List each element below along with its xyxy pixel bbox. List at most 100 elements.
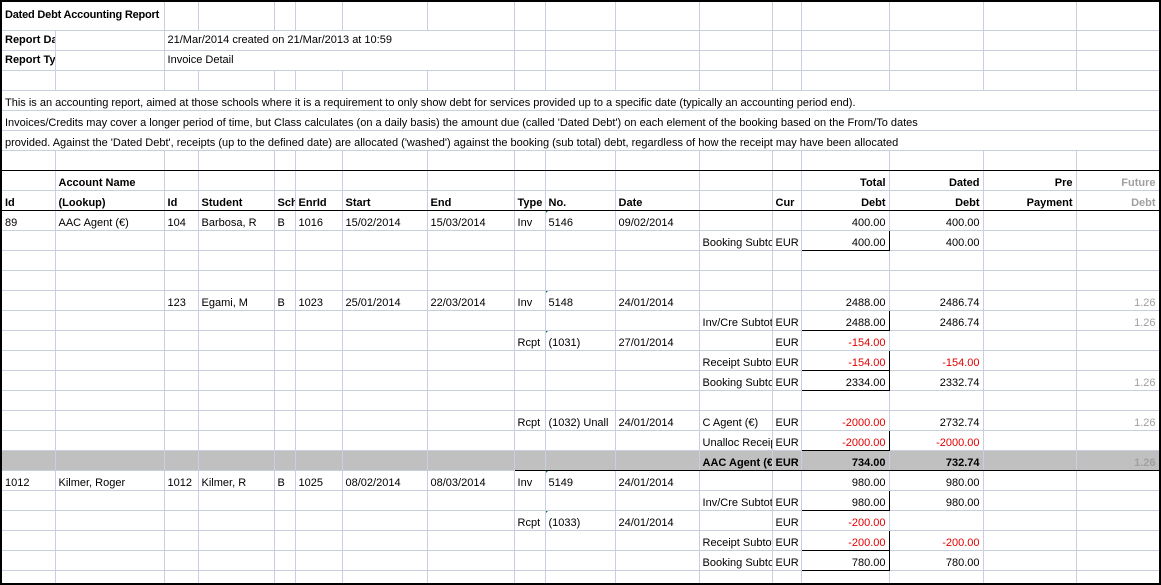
cell-enrid bbox=[295, 490, 343, 511]
column-header-sch bbox=[274, 170, 296, 191]
cell-cur-text: EUR bbox=[775, 436, 799, 449]
blank-cell bbox=[164, 150, 199, 171]
blank-cell bbox=[772, 70, 802, 91]
blank-cell bbox=[772, 2, 802, 31]
cell-type-text: Inv bbox=[517, 296, 533, 309]
cell-account-name-text: Kilmer, Roger bbox=[58, 476, 126, 489]
cell-account-name bbox=[55, 370, 165, 391]
cell-start: 15/02/2014 bbox=[342, 210, 428, 231]
cell-pre-payment bbox=[983, 210, 1077, 231]
column-header-account-name-text: Account Name bbox=[58, 176, 136, 189]
cell-future-debt: 1.26 bbox=[1076, 410, 1159, 431]
cell-account-id bbox=[2, 490, 56, 511]
blank-cell bbox=[699, 70, 773, 91]
cell-dated-debt: 980.00 bbox=[889, 490, 984, 511]
cell-student bbox=[198, 270, 275, 291]
blank-cell bbox=[514, 50, 546, 71]
cell-total-debt: 2488.00 bbox=[800, 309, 890, 331]
cell-extra: Receipt Subtotal bbox=[699, 350, 773, 371]
cell-sch bbox=[274, 570, 296, 583]
cell-dated-debt-text: 2486.74 bbox=[939, 316, 980, 329]
blank-cell bbox=[427, 70, 515, 91]
column-header-account-id: Id bbox=[2, 190, 56, 211]
cell-account-id bbox=[2, 370, 56, 391]
cell-end bbox=[427, 270, 515, 291]
cell-pre-payment bbox=[983, 230, 1077, 251]
column-header-pre-payment-text: Pre bbox=[1054, 176, 1073, 189]
column-header-sch-text: Sch bbox=[277, 196, 295, 209]
cell-student-id bbox=[164, 250, 199, 271]
column-header-cur-text: Cur bbox=[775, 196, 795, 209]
cell-extra-text: Booking Subtotal bbox=[702, 376, 772, 389]
cell-student-text: Kilmer, R bbox=[201, 476, 247, 489]
cell-total-debt-text: -200.00 bbox=[848, 516, 886, 529]
cell-type-text: Inv bbox=[517, 476, 533, 489]
cell-account-name bbox=[55, 430, 165, 451]
cell-start bbox=[342, 550, 428, 571]
cell-total-debt: 780.00 bbox=[800, 549, 890, 571]
column-header-student: Student bbox=[198, 190, 275, 211]
cell-end-text: 08/03/2014 bbox=[430, 476, 486, 489]
cell-total-debt: 980.00 bbox=[800, 489, 890, 511]
cell-cur-text: EUR bbox=[775, 416, 799, 429]
column-header-type-text: Type bbox=[517, 196, 543, 209]
cell-total-debt-text: 980.00 bbox=[851, 476, 886, 489]
cell-cur bbox=[772, 470, 802, 491]
cell-cur bbox=[772, 390, 802, 411]
cell-enrid bbox=[295, 310, 343, 331]
cell-dated-debt: 980.00 bbox=[889, 470, 984, 491]
cell-sch bbox=[274, 350, 296, 371]
blank-cell bbox=[983, 150, 1077, 171]
cell-extra bbox=[699, 290, 773, 311]
table-row bbox=[2, 270, 1159, 291]
blank-cell bbox=[772, 150, 802, 171]
cell-sch bbox=[274, 410, 296, 431]
cell-enrid bbox=[295, 330, 343, 351]
cell-type bbox=[514, 230, 546, 251]
cell-extra-text: AAC Agent (€) bbox=[702, 456, 773, 469]
cell-future-debt bbox=[1076, 350, 1159, 371]
cell-end bbox=[427, 370, 515, 391]
cell-cur-text: EUR bbox=[775, 316, 799, 329]
cell-type bbox=[514, 390, 546, 411]
cell-enrid bbox=[295, 390, 343, 411]
column-header-enrid-text: EnrId bbox=[298, 196, 327, 209]
cell-student-text: Egami, M bbox=[201, 296, 248, 309]
cell-date bbox=[615, 390, 700, 411]
cell-no bbox=[545, 230, 616, 251]
cell-student bbox=[198, 430, 275, 451]
cell-date-text: 24/01/2014 bbox=[618, 516, 674, 529]
cell-extra-text: Receipt Subtotal bbox=[702, 536, 772, 549]
cell-no bbox=[545, 530, 616, 551]
cell-dated-debt: -200.00 bbox=[889, 530, 984, 551]
cell-pre-payment bbox=[983, 550, 1077, 571]
cell-date bbox=[615, 449, 700, 471]
spacer-row bbox=[2, 150, 1159, 171]
blank-cell bbox=[55, 30, 165, 51]
cell-dated-debt: 2486.74 bbox=[889, 310, 984, 331]
cell-start bbox=[342, 350, 428, 371]
blank-cell bbox=[514, 2, 546, 31]
cell-future-debt bbox=[1076, 250, 1159, 271]
cell-sch bbox=[274, 390, 296, 411]
blank-cell bbox=[295, 70, 343, 91]
column-header-future-debt-text: Future bbox=[1121, 176, 1156, 189]
column-header-extra bbox=[699, 190, 773, 211]
column-header-total-debt-text: Debt bbox=[861, 196, 886, 209]
column-header-student-id bbox=[164, 170, 199, 191]
cell-future-debt bbox=[1076, 570, 1159, 583]
cell-end: 08/03/2014 bbox=[427, 470, 515, 491]
cell-account-name bbox=[55, 450, 165, 471]
cell-date-text: 09/02/2014 bbox=[618, 216, 674, 229]
cell-start bbox=[342, 330, 428, 351]
blank-cell bbox=[427, 2, 515, 31]
cell-end bbox=[427, 450, 515, 471]
table-row bbox=[2, 390, 1159, 411]
cell-dated-debt-text: -2000.00 bbox=[936, 436, 980, 449]
cell-no-text: 5149 bbox=[548, 476, 573, 489]
column-header-dated-debt: Dated bbox=[889, 170, 984, 191]
cell-dated-debt-text: 780.00 bbox=[945, 556, 980, 569]
cell-pre-payment bbox=[983, 570, 1077, 583]
column-header-total-debt: Total bbox=[800, 170, 890, 191]
cell-student-id: 104 bbox=[164, 210, 199, 231]
